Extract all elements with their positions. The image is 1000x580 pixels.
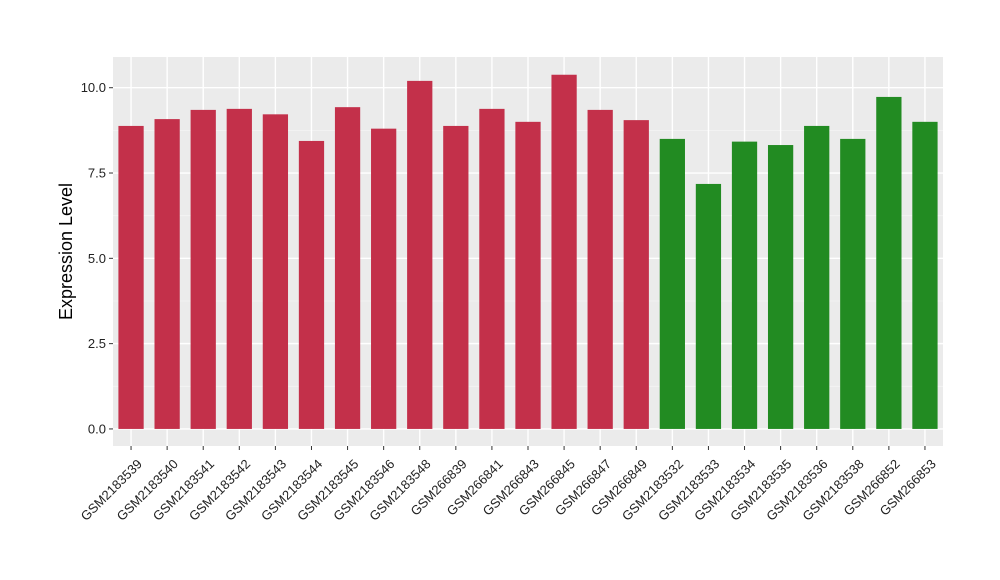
y-tick-label: 5.0: [88, 251, 106, 266]
y-tick-label: 7.5: [88, 166, 106, 181]
bar-GSM266845: [551, 74, 577, 429]
bar-GSM2183540: [154, 119, 180, 429]
bar-GSM266853: [912, 121, 938, 429]
bar-GSM2183533: [695, 183, 722, 429]
bar-GSM2183541: [190, 109, 216, 429]
bar-GSM2183548: [407, 80, 433, 429]
bar-GSM2183536: [804, 125, 830, 429]
bar-GSM2183539: [118, 125, 144, 429]
bar-GSM2183534: [731, 141, 758, 429]
bar-GSM2183543: [262, 114, 289, 429]
y-tick-label: 0.0: [88, 421, 106, 436]
bar-GSM266847: [587, 109, 613, 429]
x-axis: GSM2183539GSM2183540GSM2183541GSM2183542…: [78, 446, 939, 524]
bar-GSM266849: [623, 120, 649, 429]
bar-GSM266841: [479, 108, 505, 429]
bar-GSM2183544: [298, 140, 325, 429]
bar-GSM2183532: [659, 138, 685, 429]
bar-GSM266839: [443, 125, 469, 429]
bar-GSM2183538: [840, 138, 866, 429]
bar-GSM266843: [515, 121, 541, 429]
bar-GSM2183535: [767, 145, 794, 429]
y-axis: 0.0 2.5 5.0 7.5 10.0: [81, 80, 113, 436]
x-tick-label: GSM2183539: [78, 456, 145, 523]
bar-GSM266852: [876, 96, 902, 429]
bar-GSM2183542: [226, 108, 252, 429]
y-tick-label: 2.5: [88, 336, 106, 351]
y-tick-label: 10.0: [81, 80, 106, 95]
y-axis-title: Expression Level: [56, 183, 76, 320]
bar-GSM2183546: [371, 128, 397, 429]
bar-GSM2183545: [334, 107, 361, 429]
bars: [118, 74, 938, 429]
